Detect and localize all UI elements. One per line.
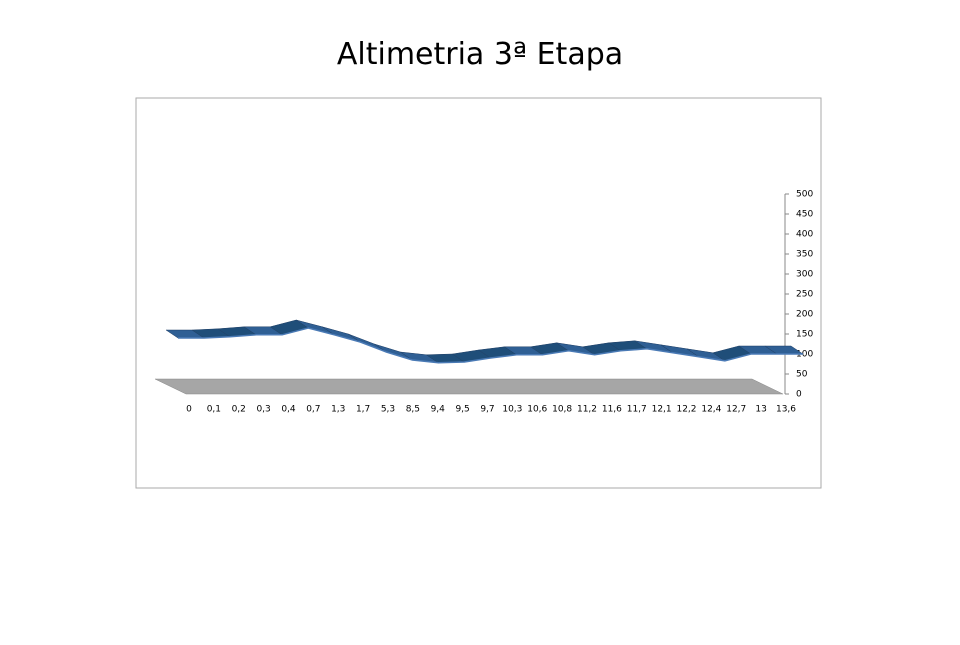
y-tick-label: 300 bbox=[796, 270, 813, 280]
y-tick-label: 100 bbox=[796, 350, 813, 360]
y-tick-label: 450 bbox=[796, 210, 813, 220]
y-tick-label: 350 bbox=[796, 250, 813, 260]
x-tick-label: 9,7 bbox=[480, 405, 494, 415]
y-tick-label: 50 bbox=[796, 370, 808, 380]
x-tick-label: 13 bbox=[755, 405, 766, 415]
x-tick-label: 8,5 bbox=[406, 405, 420, 415]
x-tick-label: 11,7 bbox=[627, 405, 647, 415]
x-tick-label: 13,6 bbox=[776, 405, 796, 415]
chart-title: Altimetria 3ª Etapa bbox=[337, 37, 623, 72]
x-tick-label: 1,7 bbox=[356, 405, 370, 415]
x-tick-label: 0,1 bbox=[207, 405, 221, 415]
x-tick-label: 10,8 bbox=[552, 405, 572, 415]
x-tick-label: 12,4 bbox=[701, 405, 721, 415]
x-tick-label: 10,3 bbox=[502, 405, 522, 415]
x-tick-label: 0 bbox=[186, 405, 192, 415]
x-tick-label: 12,1 bbox=[652, 405, 672, 415]
x-tick-label: 5,3 bbox=[381, 405, 395, 415]
chart-frame bbox=[135, 97, 822, 489]
x-tick-label: 11,2 bbox=[577, 405, 597, 415]
x-tick-label: 9,5 bbox=[455, 405, 469, 415]
x-tick-label: 0,2 bbox=[232, 405, 246, 415]
y-tick-label: 250 bbox=[796, 290, 813, 300]
x-tick-label: 12,2 bbox=[676, 405, 696, 415]
x-tick-label: 0,4 bbox=[281, 405, 296, 415]
x-tick-label: 0,3 bbox=[256, 405, 270, 415]
floor bbox=[154, 378, 784, 395]
line-front bbox=[178, 327, 803, 364]
x-tick-label: 0,7 bbox=[306, 405, 320, 415]
y-tick-label: 0 bbox=[796, 390, 802, 400]
x-tick-label: 12,7 bbox=[726, 405, 746, 415]
y-tick-label: 150 bbox=[796, 330, 813, 340]
x-tick-label: 9,4 bbox=[431, 405, 446, 415]
x-tick-label: 10,6 bbox=[527, 405, 547, 415]
y-tick-label: 400 bbox=[796, 230, 813, 240]
x-tick-label: 1,3 bbox=[331, 405, 345, 415]
y-tick-label: 500 bbox=[796, 190, 813, 200]
y-tick-label: 200 bbox=[796, 310, 813, 320]
x-tick-label: 11,6 bbox=[602, 405, 622, 415]
